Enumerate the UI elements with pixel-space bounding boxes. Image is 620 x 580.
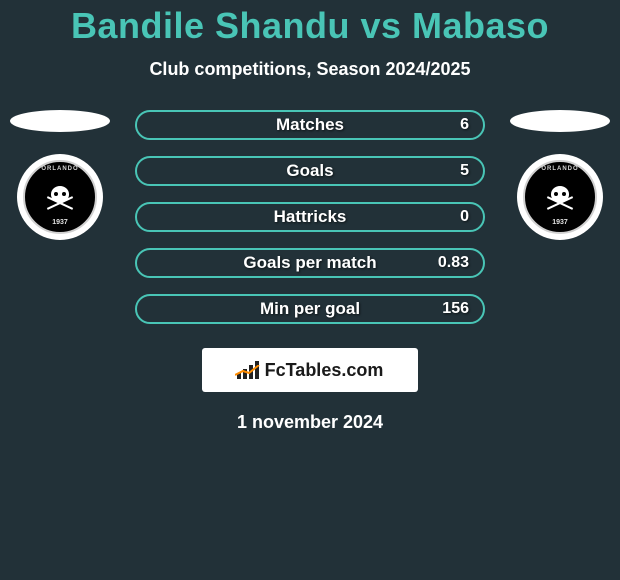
stat-label: Goals per match xyxy=(137,253,483,273)
player-right-slot: ORLANDO 1937 xyxy=(505,110,615,240)
fctables-logo[interactable]: FcTables.com xyxy=(202,348,418,392)
player-left-slot: ORLANDO 1937 xyxy=(5,110,115,240)
stat-label: Min per goal xyxy=(137,299,483,319)
stat-row: Goals per match 0.83 xyxy=(135,248,485,278)
stat-value-right: 6 xyxy=(460,116,469,134)
stat-value-right: 156 xyxy=(442,300,469,318)
comparison-area: ORLANDO 1937 Matches 6 xyxy=(0,110,620,330)
badge-arc-text: ORLANDO xyxy=(541,166,578,172)
player-right-avatar-placeholder xyxy=(510,110,610,132)
stat-value-right: 0 xyxy=(460,208,469,226)
skull-icon xyxy=(546,186,574,208)
skull-icon xyxy=(46,186,74,208)
stat-bars: Matches 6 Goals 5 Hattricks 0 Goals per … xyxy=(135,110,485,340)
stat-row: Hattricks 0 xyxy=(135,202,485,232)
stat-label: Goals xyxy=(137,161,483,181)
stat-value-right: 0.83 xyxy=(438,254,469,272)
badge-year: 1937 xyxy=(552,219,568,226)
stat-row: Goals 5 xyxy=(135,156,485,186)
bar-chart-icon xyxy=(237,361,259,379)
date-label: 1 november 2024 xyxy=(0,412,620,433)
stat-label: Hattricks xyxy=(137,207,483,227)
stat-label: Matches xyxy=(137,115,483,135)
badge-arc-text: ORLANDO xyxy=(41,166,78,172)
stat-value-right: 5 xyxy=(460,162,469,180)
page-title: Bandile Shandu vs Mabaso xyxy=(0,5,620,47)
logo-text: FcTables.com xyxy=(265,360,384,381)
player-left-avatar-placeholder xyxy=(10,110,110,132)
player-right-club-badge: ORLANDO 1937 xyxy=(517,154,603,240)
player-left-club-badge: ORLANDO 1937 xyxy=(17,154,103,240)
badge-year: 1937 xyxy=(52,219,68,226)
stat-row: Min per goal 156 xyxy=(135,294,485,324)
stat-row: Matches 6 xyxy=(135,110,485,140)
subtitle: Club competitions, Season 2024/2025 xyxy=(0,59,620,80)
